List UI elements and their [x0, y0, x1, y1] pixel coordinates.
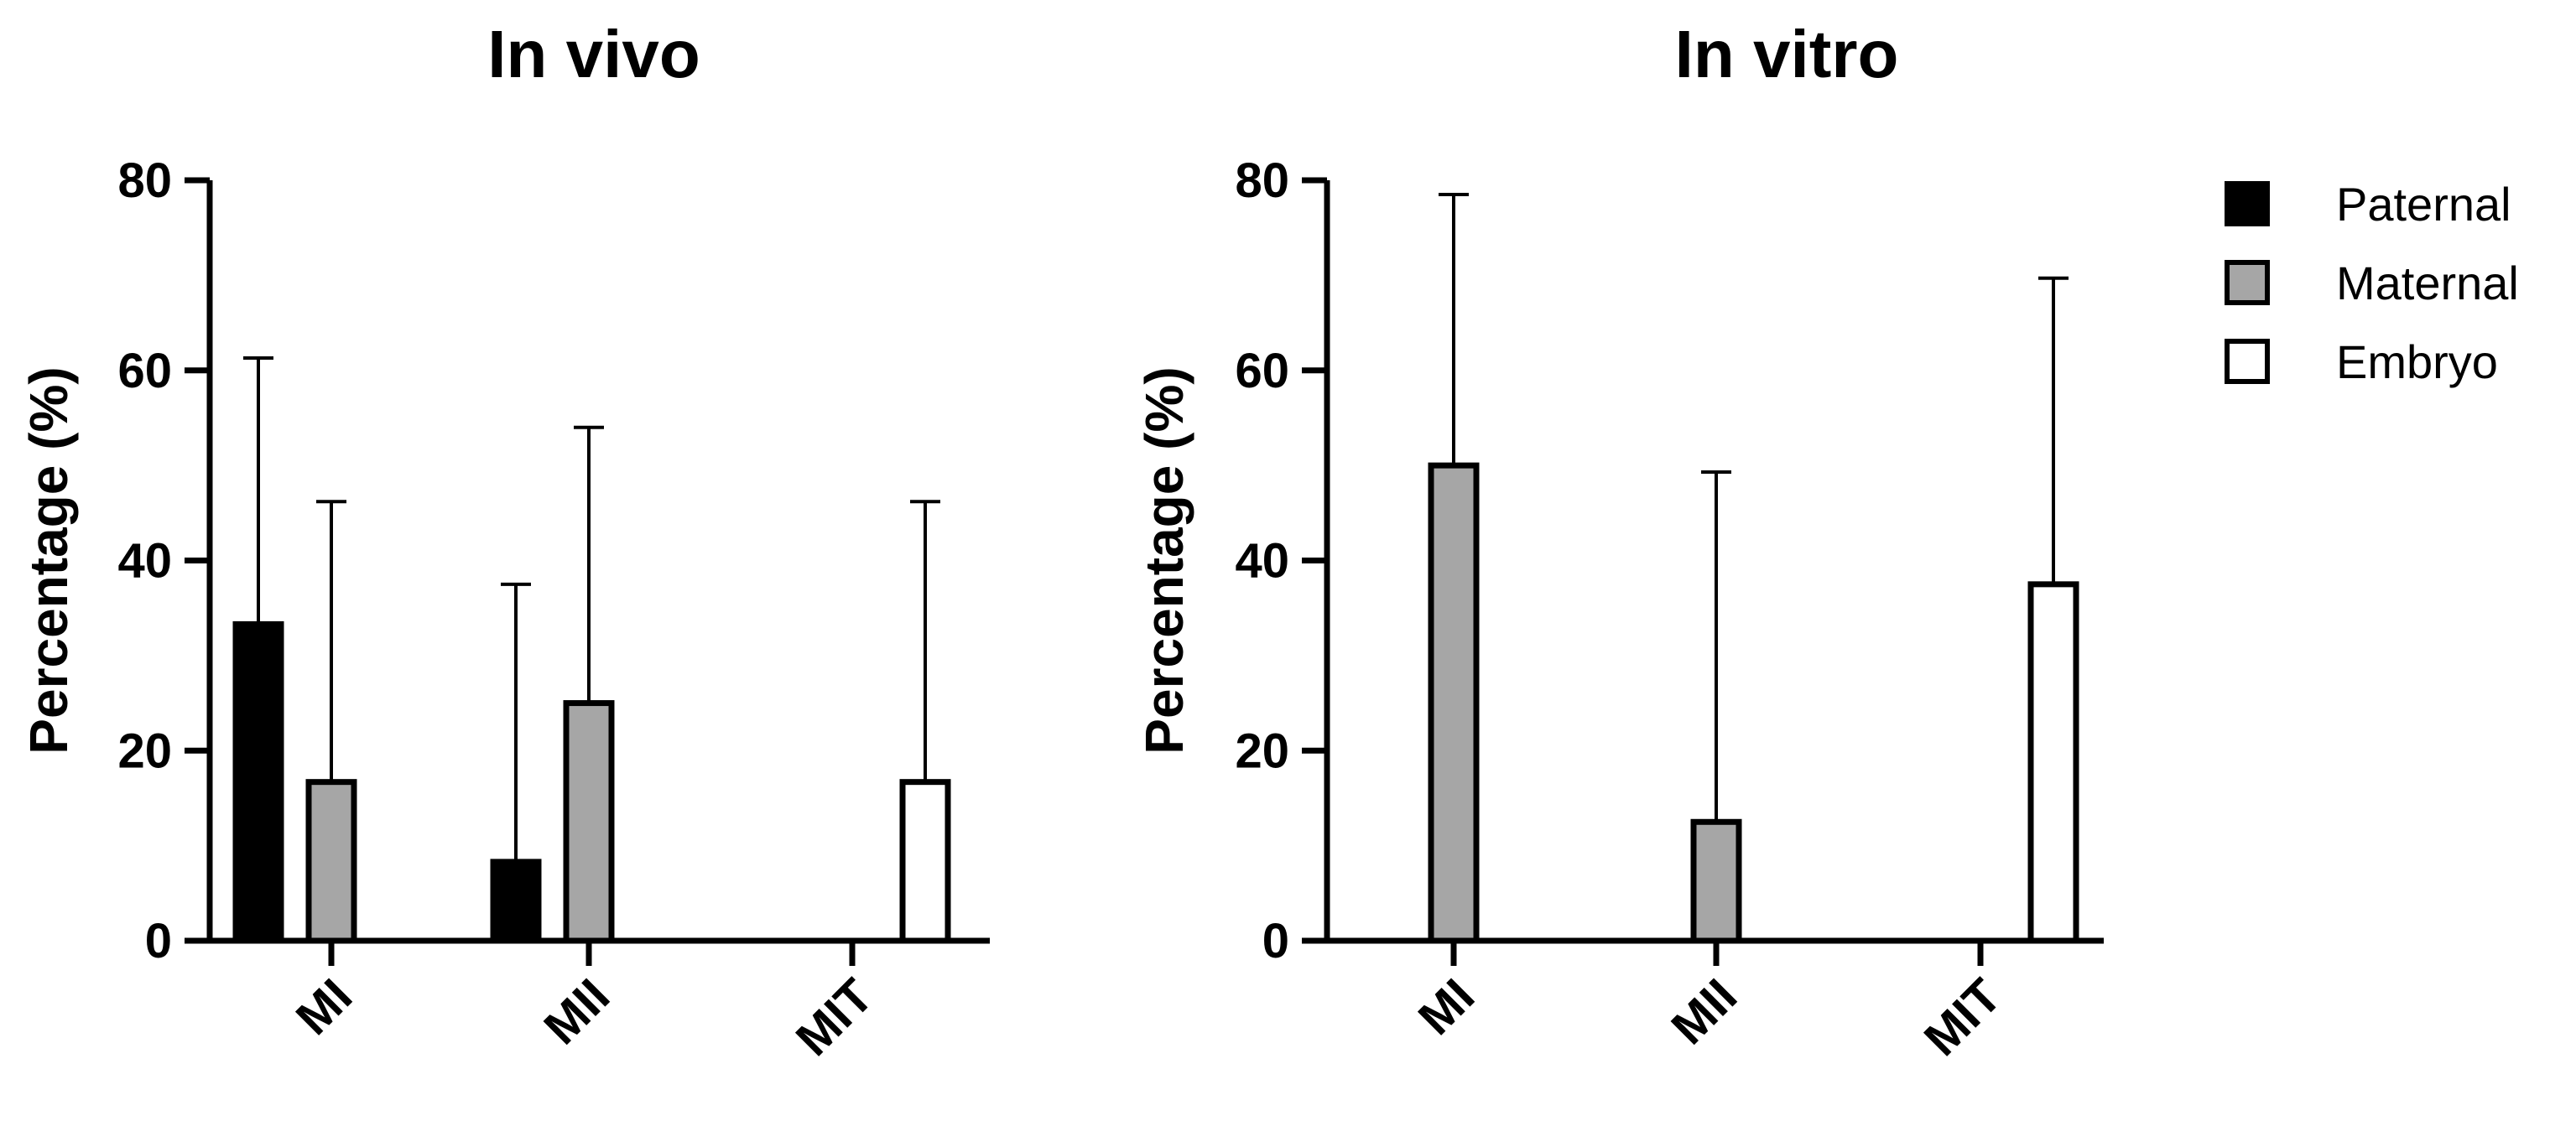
- y-tick-label: 0: [1262, 914, 1289, 968]
- x-tick-label: MI: [1408, 968, 1486, 1046]
- y-tick-label: 80: [117, 153, 172, 208]
- bar-paternal: [232, 620, 284, 944]
- panel-title: In vitro: [1675, 17, 1899, 91]
- y-tick-label: 20: [1235, 724, 1289, 778]
- y-tick-label: 40: [117, 534, 172, 589]
- x-tick-label: MII: [1661, 968, 1747, 1055]
- bar-paternal: [490, 859, 542, 944]
- bar-maternal: [305, 779, 357, 944]
- legend-swatch-paternal: [2225, 181, 2270, 226]
- y-tick-label: 40: [1235, 534, 1289, 589]
- legend-label-paternal: Paternal: [2336, 178, 2511, 231]
- x-tick-label: MII: [533, 968, 620, 1055]
- y-tick-label: 60: [1235, 344, 1289, 398]
- bar-maternal: [1690, 818, 1742, 944]
- y-axis-label: Percentage (%): [18, 366, 79, 754]
- y-axis-label: Percentage (%): [1134, 366, 1194, 754]
- y-tick-label: 0: [145, 914, 172, 968]
- legend-label-embryo: Embryo: [2336, 335, 2498, 388]
- panel-title: In vivo: [487, 17, 700, 91]
- legend-swatch-maternal: [2225, 260, 2270, 305]
- panel-in-vitro: In vitro Percentage (%) 0 20 40 60 80 MI MII MIT: [1134, 17, 2104, 1067]
- bar-embryo: [899, 779, 951, 944]
- y-tick-label: 60: [117, 344, 172, 398]
- y-tick-label: 20: [117, 724, 172, 778]
- bar-maternal: [563, 700, 615, 944]
- legend-swatch-embryo: [2225, 339, 2270, 384]
- y-tick-label: 80: [1235, 153, 1289, 208]
- panel-in-vivo: In vivo Percentage (%) 0 20 40 60 80 MI MII MIT: [18, 17, 990, 1067]
- x-tick-label: MI: [286, 968, 363, 1046]
- bar-maternal: [1428, 462, 1480, 944]
- x-tick-label: MIT: [1914, 968, 2012, 1067]
- x-tick-label: MIT: [786, 968, 884, 1067]
- legend: Paternal Maternal Embryo: [2225, 178, 2519, 388]
- bar-embryo: [2027, 581, 2079, 944]
- legend-label-maternal: Maternal: [2336, 257, 2519, 309]
